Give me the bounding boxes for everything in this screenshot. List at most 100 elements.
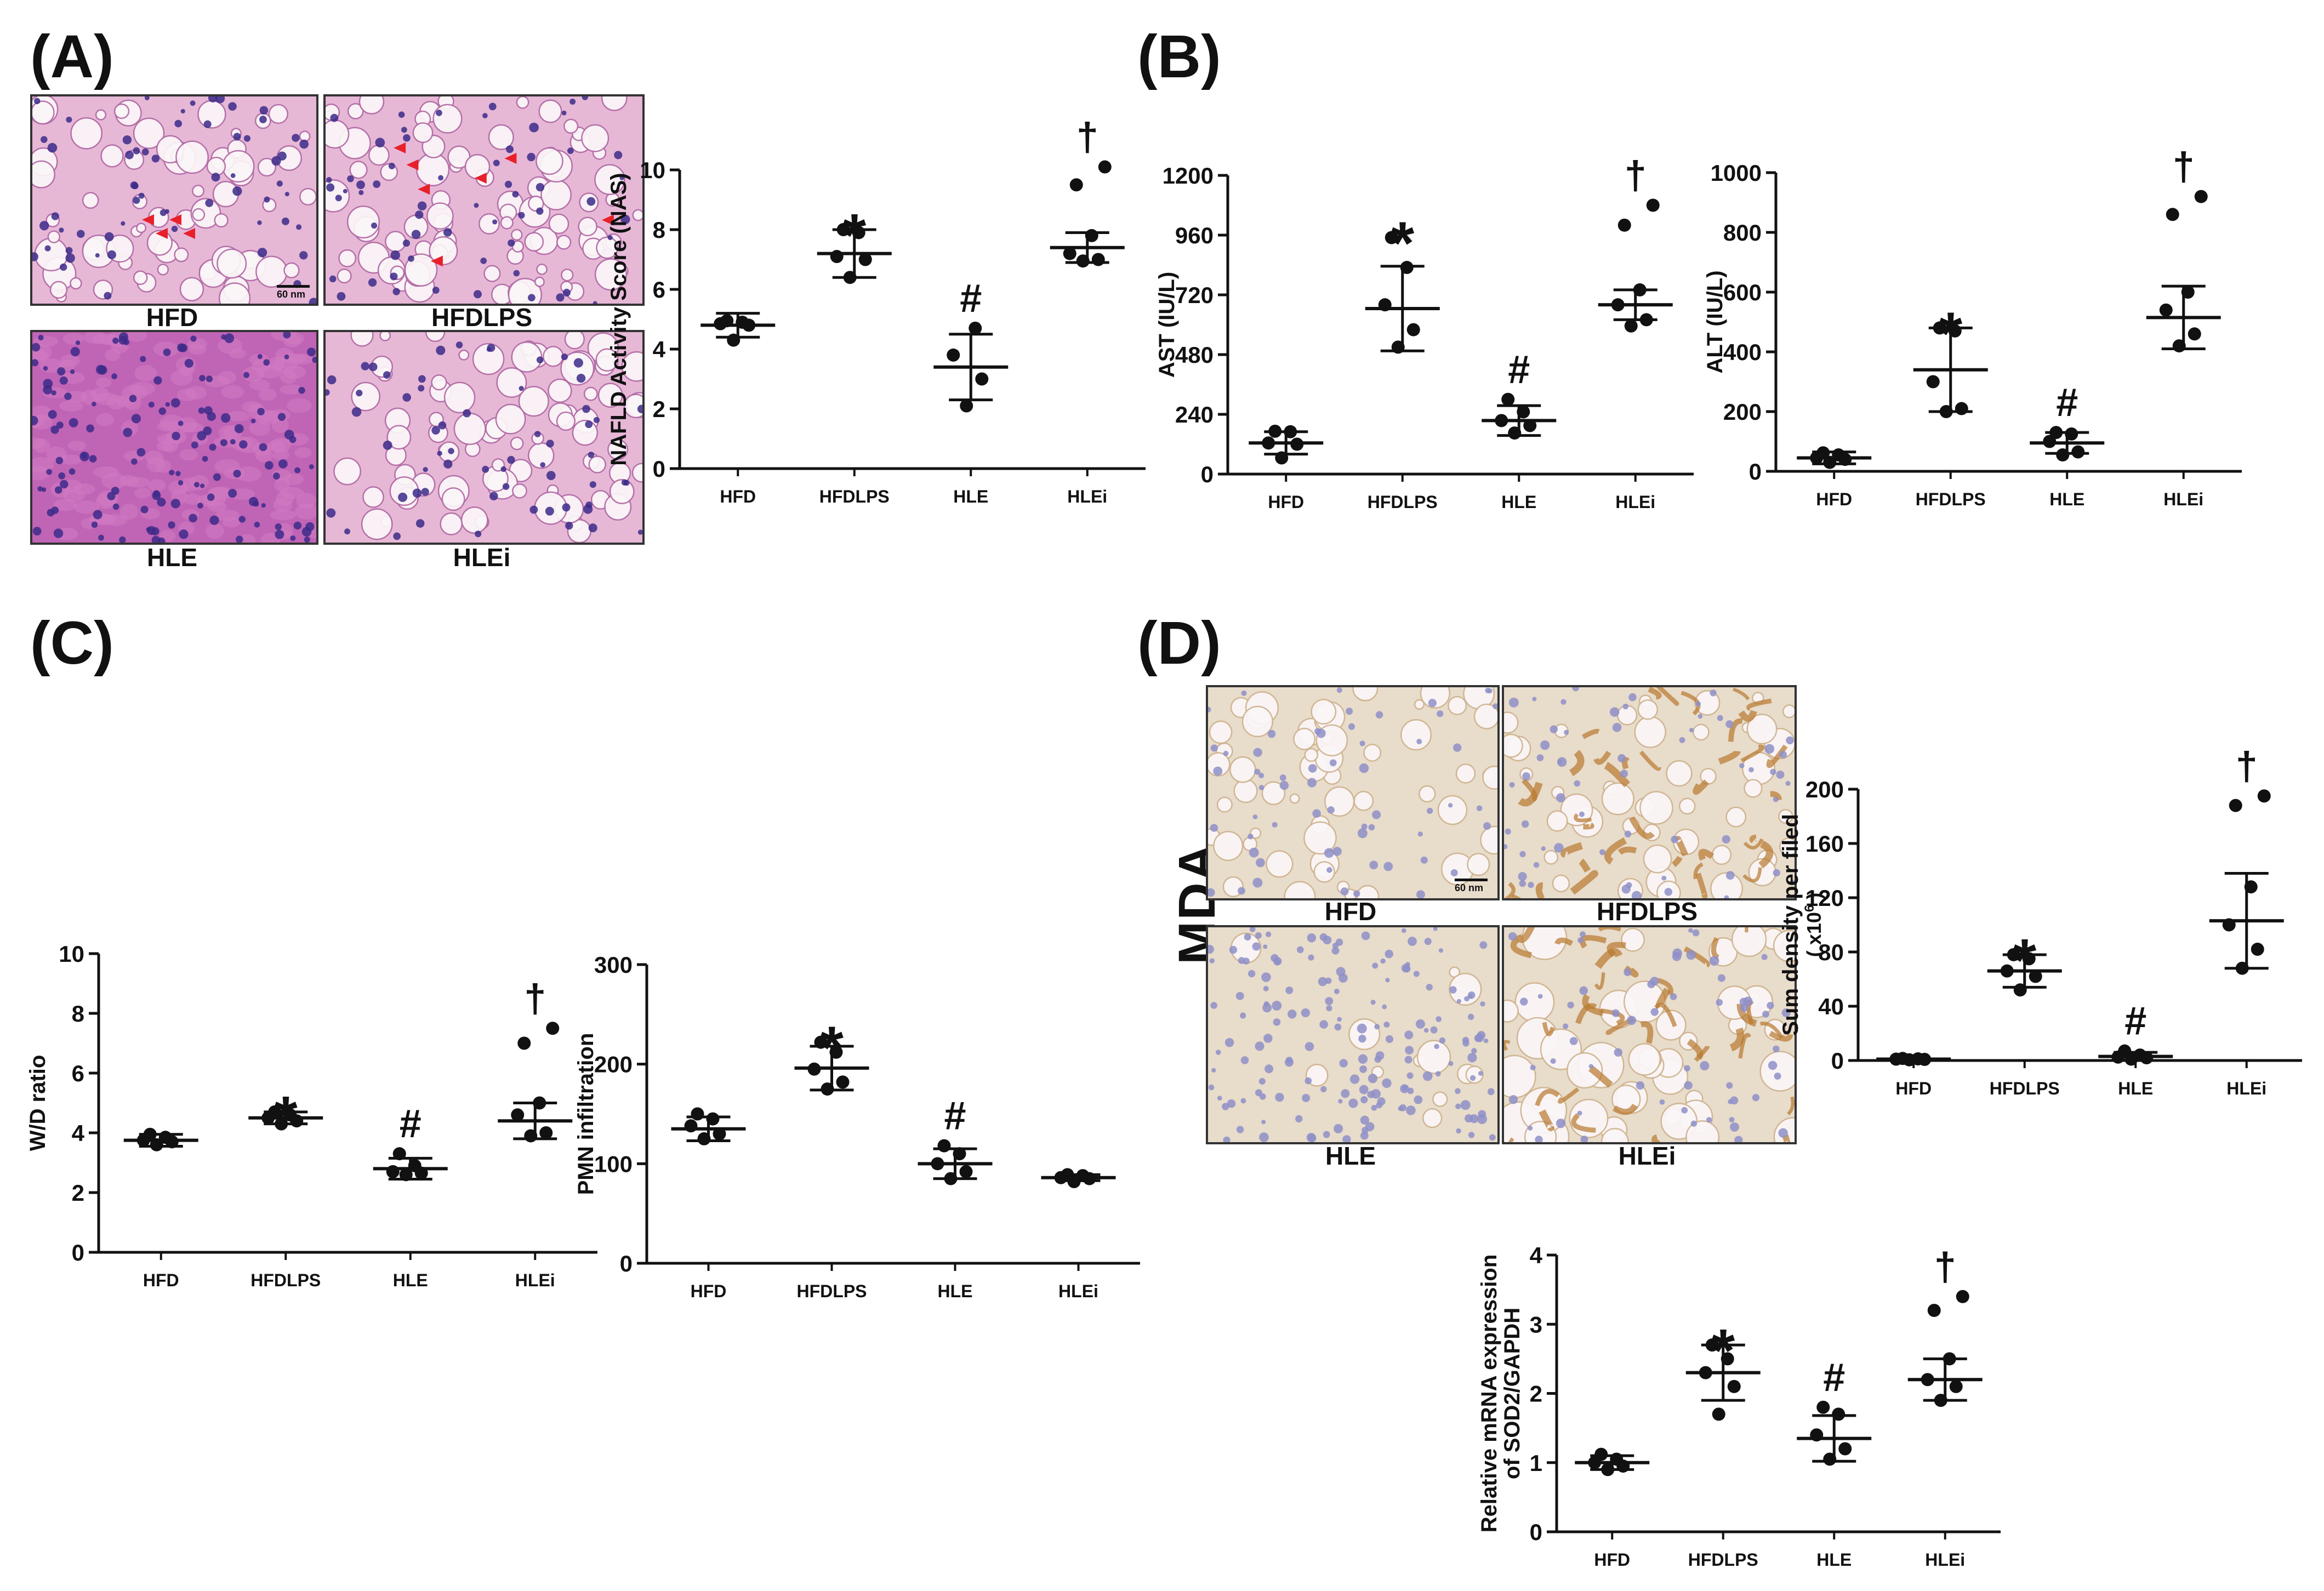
nucleus [1588, 1064, 1593, 1069]
caption-d-hfd: HFD [1324, 897, 1377, 926]
nucleus [502, 483, 510, 491]
y-axis-label: Relative mRNA expression [1477, 1254, 1501, 1533]
x-tick-label: HLE [393, 1270, 428, 1290]
nucleus [277, 413, 286, 421]
data-point [392, 1147, 406, 1161]
y-axis-label: NAFLD Activity Score (NAS) [607, 173, 631, 465]
lipid-vacuole [337, 269, 352, 284]
significance-mark: * [820, 1014, 844, 1082]
nucleus [415, 519, 425, 528]
nucleus [1405, 962, 1410, 967]
nucleus [1382, 1078, 1392, 1088]
nucleus [1508, 697, 1519, 708]
nucleus [585, 420, 593, 429]
x-tick-label: HLE [938, 1281, 973, 1301]
nucleus [1284, 1058, 1294, 1067]
data-point [944, 1172, 958, 1185]
brown-stain [1758, 840, 1774, 869]
nucleus [238, 516, 246, 523]
lipid-vacuole [534, 276, 545, 287]
nucleus [1362, 1126, 1369, 1134]
nucleus [1762, 1011, 1769, 1018]
nucleus [43, 379, 53, 389]
nucleus [504, 180, 512, 188]
nucleus [50, 425, 59, 434]
nucleus [98, 534, 104, 541]
cell-body [249, 379, 270, 390]
x-tick-label: HLEi [515, 1270, 555, 1290]
data-point [1262, 436, 1275, 450]
lipid-vacuole [1546, 810, 1568, 832]
nucleus [1335, 938, 1343, 946]
nucleus [593, 301, 597, 304]
nucleus [1764, 744, 1775, 754]
data-point [2013, 983, 2027, 997]
nucleus [1263, 1034, 1273, 1043]
nucleus [204, 406, 213, 415]
nucleus [408, 255, 414, 262]
nucleus [197, 503, 203, 509]
brown-stain [1711, 937, 1720, 960]
nucleus [1710, 689, 1717, 697]
nucleus [290, 535, 296, 541]
nucleus [213, 473, 221, 481]
nucleus [589, 481, 596, 488]
nucleus [561, 353, 568, 361]
nucleus [146, 527, 151, 532]
data-point [408, 1159, 421, 1172]
lipid-vacuole [1779, 837, 1795, 857]
brown-stain [1518, 782, 1543, 807]
brown-stain [1629, 816, 1655, 839]
data-point [2049, 426, 2063, 440]
nucleus [1302, 1093, 1311, 1102]
lipid-vacuole [1678, 797, 1696, 815]
y-axis-label: Sum density per filed [1779, 814, 1803, 1036]
brown-stain [1656, 687, 1679, 706]
cell-body [94, 392, 118, 406]
nucleus [1422, 1071, 1433, 1081]
lipid-vacuole [255, 255, 288, 288]
nucleus [1416, 739, 1422, 745]
nucleus [178, 480, 184, 486]
lipid-vacuole [1543, 849, 1559, 865]
nucleus [1424, 938, 1432, 945]
x-tick-label: HLEi [2163, 489, 2203, 509]
data-point [1284, 425, 1297, 438]
nucleus [211, 173, 220, 182]
nucleus [122, 135, 132, 145]
lipid-vacuole [192, 208, 206, 221]
y-tick-label: 200 [1805, 777, 1844, 802]
data-point [969, 321, 982, 335]
brown-stain [1745, 927, 1748, 933]
brown-stain [1570, 870, 1598, 895]
nucleus [1331, 946, 1340, 955]
nucleus [259, 116, 267, 123]
significance-mark: * [842, 202, 866, 269]
data-point [858, 253, 872, 266]
nucleus [1700, 1061, 1710, 1071]
nucleus [1227, 1099, 1236, 1108]
nucleus [261, 503, 266, 508]
nucleus [1249, 847, 1259, 858]
red-arrowhead-icon [474, 172, 487, 184]
nucleus [96, 364, 106, 375]
lipid-vacuole [257, 157, 277, 177]
nucleus [197, 431, 207, 441]
nucleus [390, 272, 398, 281]
nucleus [388, 162, 395, 169]
lipid-vacuole [528, 195, 544, 212]
nucleus [512, 191, 519, 198]
data-point [836, 223, 850, 236]
nucleus [1504, 844, 1508, 849]
lipid-vacuole [179, 277, 204, 301]
y-tick-label: 240 [1175, 402, 1214, 427]
nucleus [1611, 1009, 1620, 1017]
red-arrowhead-icon [601, 214, 614, 226]
nucleus [527, 152, 536, 162]
nucleus [1467, 1053, 1477, 1063]
nucleus [373, 180, 381, 188]
nucleus [136, 448, 146, 457]
lipid-vacuole [488, 124, 514, 150]
nucleus [390, 250, 400, 260]
x-tick-label: HFDLPS [797, 1281, 867, 1301]
